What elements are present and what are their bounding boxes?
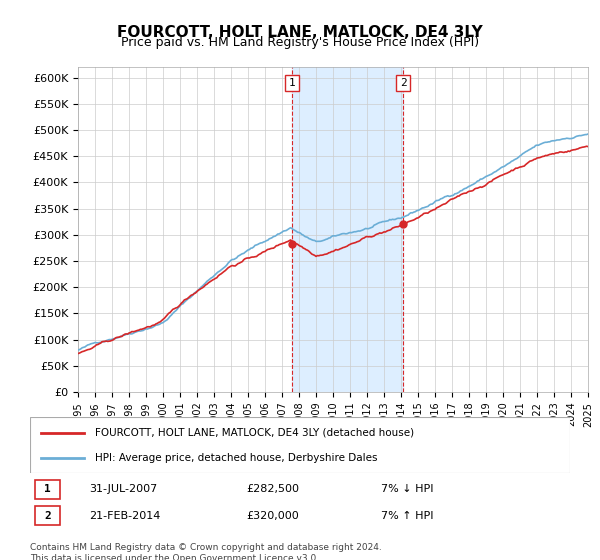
Text: 1: 1 bbox=[44, 484, 51, 494]
FancyBboxPatch shape bbox=[35, 480, 60, 499]
Text: Contains HM Land Registry data © Crown copyright and database right 2024.
This d: Contains HM Land Registry data © Crown c… bbox=[30, 543, 382, 560]
FancyBboxPatch shape bbox=[30, 417, 570, 473]
Text: 21-FEB-2014: 21-FEB-2014 bbox=[89, 511, 161, 521]
Text: HPI: Average price, detached house, Derbyshire Dales: HPI: Average price, detached house, Derb… bbox=[95, 452, 377, 463]
Text: 2: 2 bbox=[44, 511, 51, 521]
Text: £320,000: £320,000 bbox=[246, 511, 299, 521]
Bar bbox=[292, 67, 403, 392]
Text: 1: 1 bbox=[289, 78, 295, 88]
Text: 2: 2 bbox=[400, 78, 406, 88]
FancyBboxPatch shape bbox=[35, 506, 60, 525]
Text: £282,500: £282,500 bbox=[246, 484, 299, 494]
Text: 7% ↓ HPI: 7% ↓ HPI bbox=[381, 484, 433, 494]
Text: 31-JUL-2007: 31-JUL-2007 bbox=[89, 484, 158, 494]
Text: FOURCOTT, HOLT LANE, MATLOCK, DE4 3LY: FOURCOTT, HOLT LANE, MATLOCK, DE4 3LY bbox=[117, 25, 483, 40]
Text: Price paid vs. HM Land Registry's House Price Index (HPI): Price paid vs. HM Land Registry's House … bbox=[121, 36, 479, 49]
Text: 7% ↑ HPI: 7% ↑ HPI bbox=[381, 511, 433, 521]
Text: FOURCOTT, HOLT LANE, MATLOCK, DE4 3LY (detached house): FOURCOTT, HOLT LANE, MATLOCK, DE4 3LY (d… bbox=[95, 428, 414, 438]
